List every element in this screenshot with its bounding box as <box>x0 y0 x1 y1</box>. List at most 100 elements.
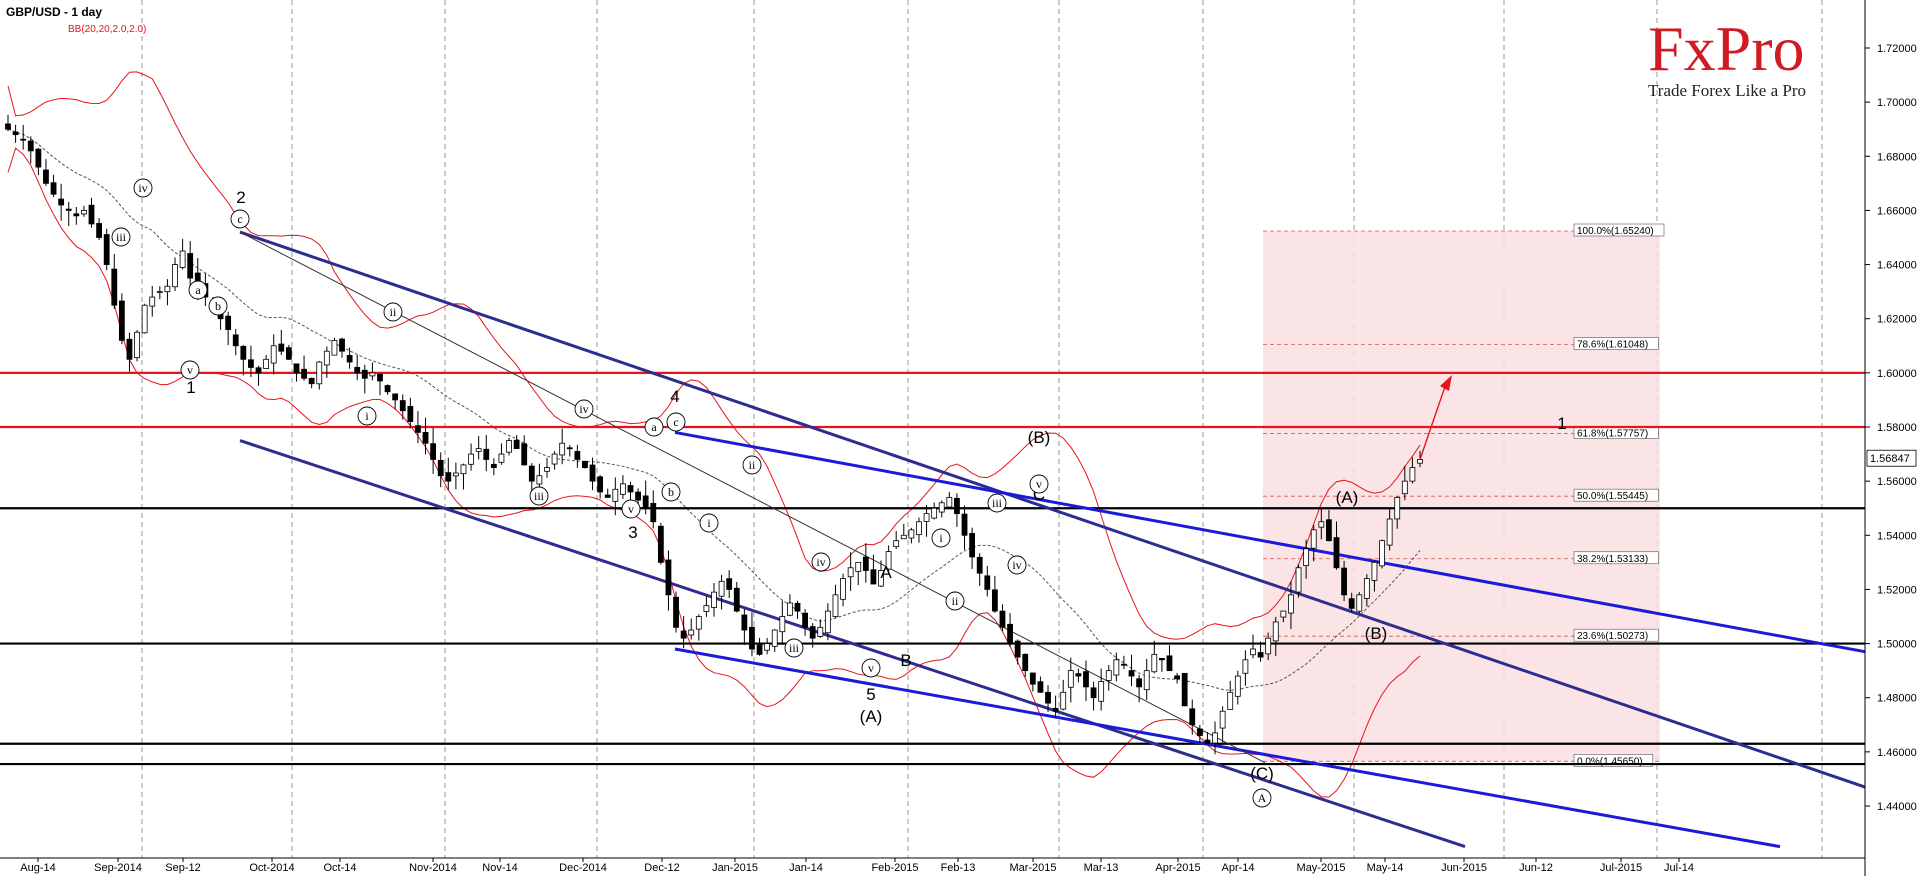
candle-body <box>452 472 459 477</box>
candle-body <box>1288 594 1294 614</box>
candle-body <box>551 453 558 465</box>
circled-wave-label: b <box>215 299 221 313</box>
circled-wave-label: v <box>187 363 193 377</box>
candle-body <box>270 345 277 364</box>
time-tick-label: Aug-14 <box>20 862 55 874</box>
candle-body <box>361 369 368 379</box>
candle-body <box>1181 672 1188 707</box>
candle-body <box>1386 518 1393 546</box>
candle-body <box>1409 467 1416 482</box>
candle-body <box>1052 707 1059 712</box>
candle-body <box>1128 670 1135 677</box>
candle-body <box>1333 537 1340 569</box>
candle-body <box>809 626 816 639</box>
candle-body <box>415 425 421 433</box>
candle-body <box>96 223 102 238</box>
candle-body <box>354 366 361 374</box>
wave-circle <box>1029 474 1049 494</box>
fib-label-box <box>1573 337 1659 350</box>
candle-body <box>384 385 391 393</box>
candle-body <box>749 626 755 650</box>
wave-circle <box>529 486 549 506</box>
price-tick-label: 1.62000 <box>1877 314 1917 326</box>
wave-label: 1 <box>1557 414 1566 433</box>
candle-body <box>1280 610 1287 618</box>
candle-body <box>1219 710 1226 729</box>
wave-circle <box>742 455 762 475</box>
candle-body <box>566 447 573 450</box>
candle-body <box>802 612 808 628</box>
candle-body <box>1394 496 1401 520</box>
wave-circle <box>574 399 594 419</box>
wave-circle <box>661 482 681 502</box>
circled-wave-label: c <box>673 415 678 429</box>
time-tick-label: Apr-14 <box>1221 862 1254 874</box>
circled-wave-label: i <box>365 409 369 423</box>
wave-circle <box>621 499 641 519</box>
candle-body <box>620 483 626 495</box>
candle-body <box>718 580 725 597</box>
candle-body <box>961 513 968 536</box>
candle-body <box>1341 567 1347 596</box>
candle-body <box>506 440 512 453</box>
wave-circle <box>208 296 228 316</box>
last-price-value: 1.56847 <box>1870 453 1910 465</box>
candle-body <box>35 148 42 168</box>
fib-level-label: 100.0%(1.65240) <box>1577 226 1654 237</box>
candle-body <box>1022 653 1029 672</box>
wave-circle <box>133 178 153 198</box>
candle-body <box>232 334 239 347</box>
candle-body <box>1348 598 1355 609</box>
fib-level-label: 38.2%(1.53133) <box>1577 554 1648 565</box>
time-tick-label: May-14 <box>1367 862 1404 874</box>
candle-body <box>741 614 748 631</box>
candle-body <box>12 131 19 136</box>
candle-body <box>1227 691 1234 710</box>
wave-circle <box>699 513 719 533</box>
wave-label: (B) <box>1028 428 1051 447</box>
candle-body <box>437 459 444 477</box>
wave-label: 2 <box>236 188 245 207</box>
candle-body <box>377 373 383 382</box>
price-tick-label: 1.58000 <box>1877 422 1917 434</box>
fib-level-label: 23.6%(1.50273) <box>1577 631 1648 642</box>
candle-body <box>1158 657 1165 661</box>
circled-wave-label: iv <box>816 555 825 569</box>
fib-label-box <box>1573 628 1659 642</box>
candle-body <box>187 253 194 279</box>
candle-body <box>392 393 399 401</box>
candle-body <box>323 350 330 366</box>
time-tick-label: Apr-2015 <box>1155 862 1200 874</box>
candle-body <box>240 346 247 360</box>
time-tick-label: Oct-2014 <box>249 862 294 874</box>
fibonacci-levels: 100.0%(1.65240) 78.6%(1.61048) 61.8%(1.577… <box>1263 223 1665 767</box>
candle-body <box>1303 548 1310 566</box>
candle-body <box>771 629 778 647</box>
fib-level-label: 0.0%(1.45650) <box>1577 756 1643 767</box>
candle-body <box>1417 459 1423 464</box>
time-tick-label: Mar-13 <box>1084 862 1119 874</box>
candle-body <box>126 338 133 360</box>
candle-body <box>1098 681 1105 702</box>
candle-body <box>1310 529 1317 549</box>
candle-body <box>635 491 641 501</box>
circled-wave-label: A <box>1258 791 1267 805</box>
wave-label: B <box>900 651 911 670</box>
time-tick-label: Jun-2015 <box>1441 862 1487 874</box>
candle-body <box>536 475 543 485</box>
bollinger-bands <box>7 71 1421 798</box>
candle-body <box>27 140 34 152</box>
time-tick-label: Feb-13 <box>941 862 976 874</box>
candle-body <box>331 339 338 356</box>
candle-body <box>1007 623 1013 644</box>
candle-body <box>969 533 976 558</box>
fxpro-logo: FxPro Trade Forex Like a Pro <box>1648 13 1806 100</box>
channel-line <box>239 231 1266 764</box>
candle-body <box>1356 594 1363 612</box>
candle-body <box>1029 672 1036 685</box>
candle-body <box>475 448 482 452</box>
candle-body <box>346 355 353 363</box>
candle-body <box>665 559 672 596</box>
